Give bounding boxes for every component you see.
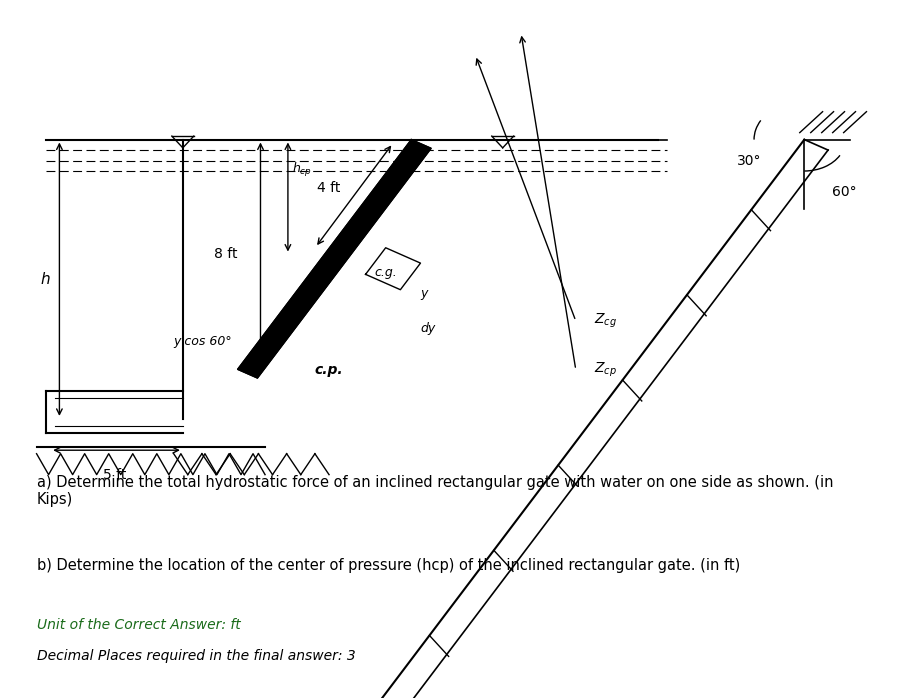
- Text: Decimal Places required in the final answer: 3: Decimal Places required in the final ans…: [37, 649, 356, 663]
- Text: $h_{cp}$: $h_{cp}$: [292, 161, 313, 179]
- Text: dy: dy: [420, 322, 436, 334]
- Text: a) Determine the total hydrostatic force of an inclined rectangular gate with wa: a) Determine the total hydrostatic force…: [37, 475, 833, 507]
- Text: 4 ft: 4 ft: [317, 181, 341, 195]
- Text: y: y: [420, 287, 428, 299]
- Text: $Z_{cp}$: $Z_{cp}$: [594, 361, 617, 379]
- Text: c.g.: c.g.: [375, 266, 398, 279]
- Text: Unit of the Correct Answer: ft: Unit of the Correct Answer: ft: [37, 618, 240, 632]
- Text: c.p.: c.p.: [314, 363, 344, 377]
- Text: $Z_{cg}$: $Z_{cg}$: [594, 312, 617, 330]
- Text: 8 ft: 8 ft: [214, 248, 238, 262]
- Text: 5 ft: 5 ft: [102, 468, 126, 482]
- Text: b) Determine the location of the center of pressure (hcp) of the inclined rectan: b) Determine the location of the center …: [37, 558, 739, 573]
- Text: y cos 60°: y cos 60°: [174, 335, 232, 348]
- Text: 60°: 60°: [832, 185, 856, 199]
- Polygon shape: [238, 140, 431, 378]
- Text: h: h: [40, 272, 50, 287]
- Text: 30°: 30°: [738, 154, 761, 168]
